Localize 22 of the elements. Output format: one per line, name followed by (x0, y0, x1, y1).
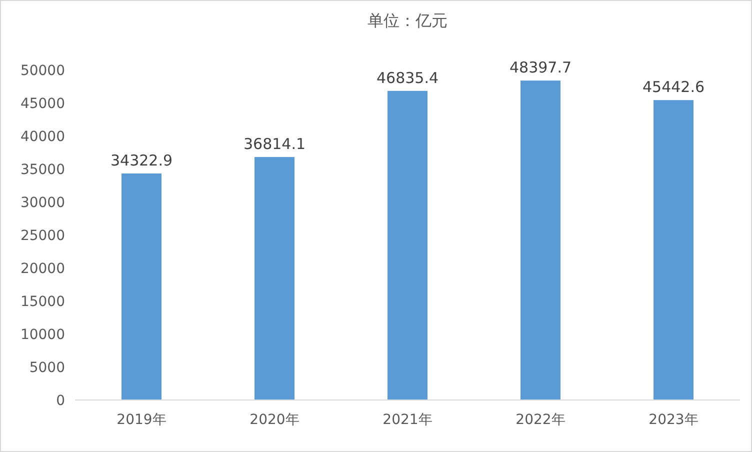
ytick: 10000 (20, 327, 65, 343)
ytick: 30000 (20, 195, 65, 211)
ytick: 25000 (20, 228, 65, 244)
xtick: 2020年 (250, 412, 300, 428)
title: 单位：亿元 (368, 11, 448, 30)
ytick: 45000 (20, 96, 65, 112)
ytick: 20000 (20, 261, 65, 277)
data-label: 45442.6 (642, 78, 705, 96)
ytick: 15000 (20, 294, 65, 310)
xtick: 2019年 (116, 412, 166, 428)
xtick: 2023年 (648, 412, 698, 428)
data-label: 46835.4 (376, 68, 439, 87)
data-label: 34322.9 (110, 151, 173, 170)
ytick: 40000 (20, 129, 65, 145)
ytick: 5000 (29, 360, 65, 376)
ytick: 0 (56, 393, 65, 409)
ytick: 35000 (20, 162, 65, 178)
xtick: 2022年 (516, 412, 566, 428)
data-label: 36814.1 (243, 135, 306, 154)
ytick: 50000 (20, 63, 65, 79)
xtick: 2021年 (382, 412, 432, 428)
data-label: 48397.7 (509, 58, 572, 77)
